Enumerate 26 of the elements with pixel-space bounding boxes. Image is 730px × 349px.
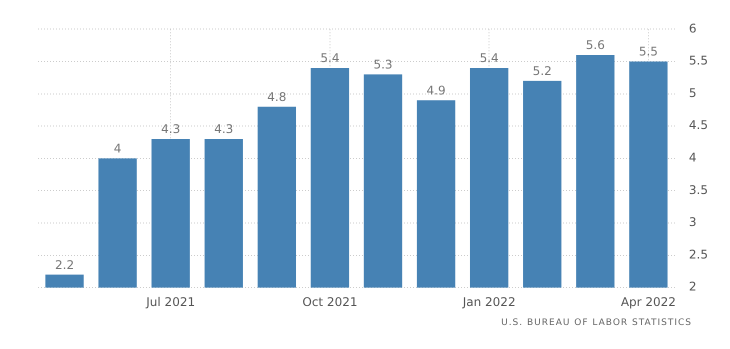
y-tick-label: 3 <box>688 215 697 230</box>
text: U.S. BUREAU OF LABOR STATISTICS <box>500 318 693 328</box>
data-label: 5.2 <box>532 64 552 78</box>
x-tick-label: Jul 2021 <box>145 294 196 309</box>
data-label: 5.4 <box>480 51 499 66</box>
y-tick-label: 6 <box>688 21 697 36</box>
data-label: 4.8 <box>267 90 286 104</box>
y-tick-label: 4.5 <box>688 118 708 132</box>
data-label: 5.3 <box>373 58 393 72</box>
data-label: 4.3 <box>214 122 234 136</box>
y-tick-label: 2.5 <box>688 247 708 262</box>
y-tick-label: 5.5 <box>688 54 708 68</box>
data-label: 5.5 <box>638 44 658 59</box>
data-label: 2.2 <box>54 258 74 272</box>
y-tick-label: 2 <box>688 280 697 294</box>
data-label: 5.4 <box>320 51 340 66</box>
x-tick-label: Jan 2022 <box>462 294 516 309</box>
x-tick-label: Apr 2022 <box>620 294 676 309</box>
x-tick-label: Oct 2021 <box>302 294 358 309</box>
y-tick-label: 5 <box>688 86 697 100</box>
data-label: 5.6 <box>586 38 605 52</box>
y-tick-label: 4 <box>688 150 697 165</box>
y-tick-label: 3.5 <box>688 182 708 197</box>
data-label: 4.9 <box>426 83 446 98</box>
data-label: 4.3 <box>161 122 180 136</box>
data-label: 4 <box>114 142 122 156</box>
